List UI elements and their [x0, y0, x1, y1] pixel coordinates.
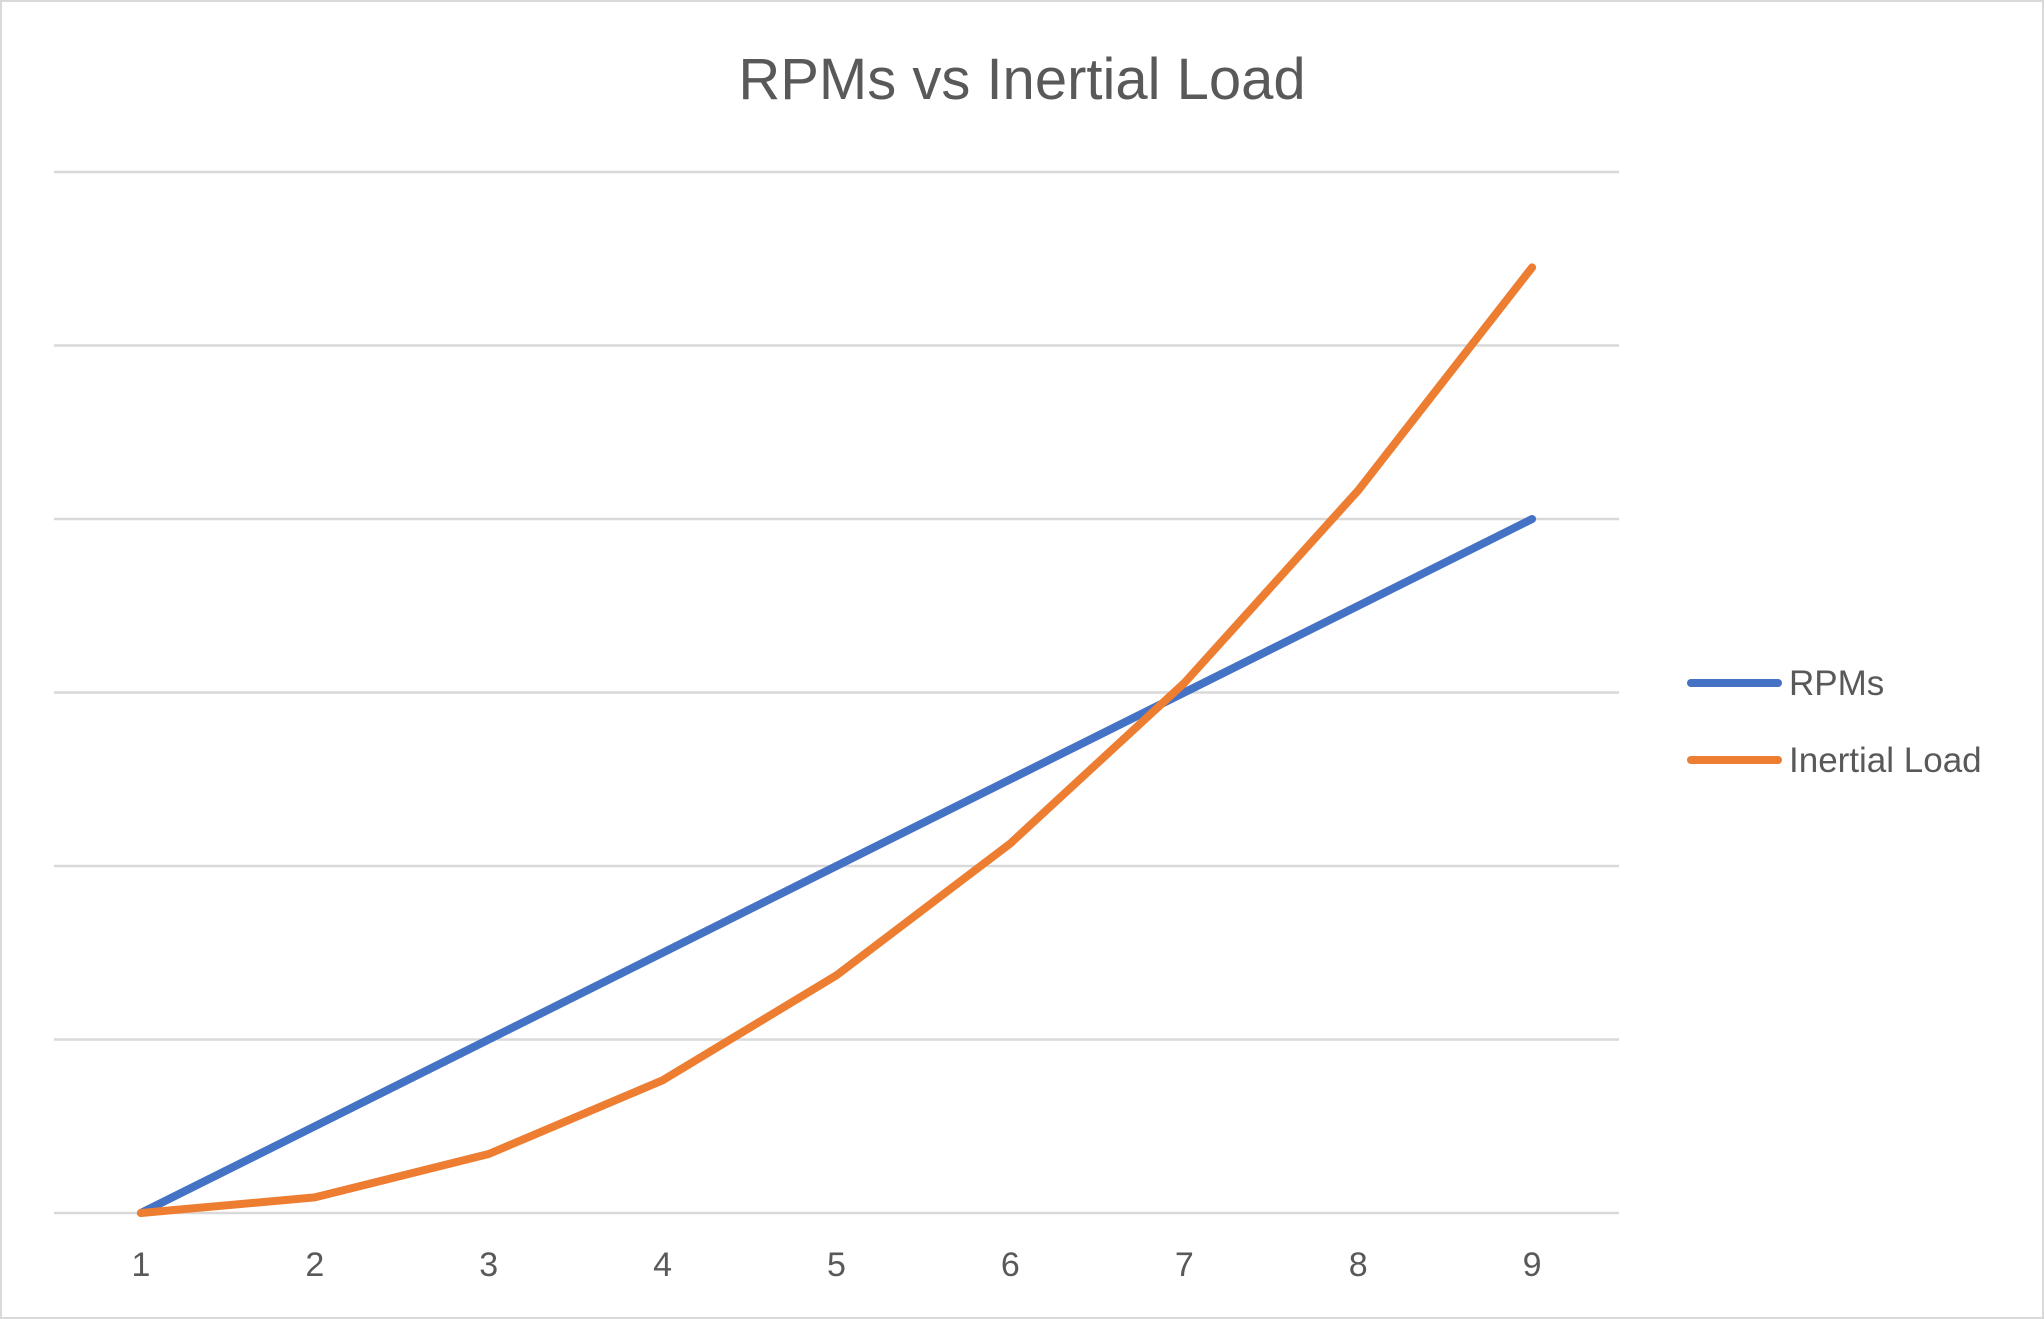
x-tick-label: 8 [1349, 1246, 1368, 1284]
series-line-inertial-load [136, 263, 1537, 1217]
x-tick-label: 9 [1523, 1246, 1542, 1284]
x-tick-label: 5 [827, 1246, 846, 1284]
x-tick-label: 6 [1001, 1246, 1020, 1284]
x-tick-label: 4 [653, 1246, 672, 1284]
x-axis-tick-labels: 1 2 3 4 5 6 7 8 9 [131, 1246, 1541, 1284]
x-tick-label: 2 [305, 1246, 324, 1284]
legend-label-inertial-load: Inertial Load [1789, 741, 1982, 780]
legend: RPMs Inertial Load [1687, 664, 1982, 780]
x-tick-label: 7 [1175, 1246, 1194, 1284]
chart-title: RPMs vs Inertial Load [738, 47, 1305, 112]
series-lines [136, 263, 1537, 1217]
series-line-rpms [136, 515, 1537, 1217]
gridlines [54, 170, 1619, 1215]
x-tick-label: 3 [479, 1246, 498, 1284]
legend-label-rpms: RPMs [1789, 664, 1884, 703]
x-tick-label: 1 [131, 1246, 150, 1284]
